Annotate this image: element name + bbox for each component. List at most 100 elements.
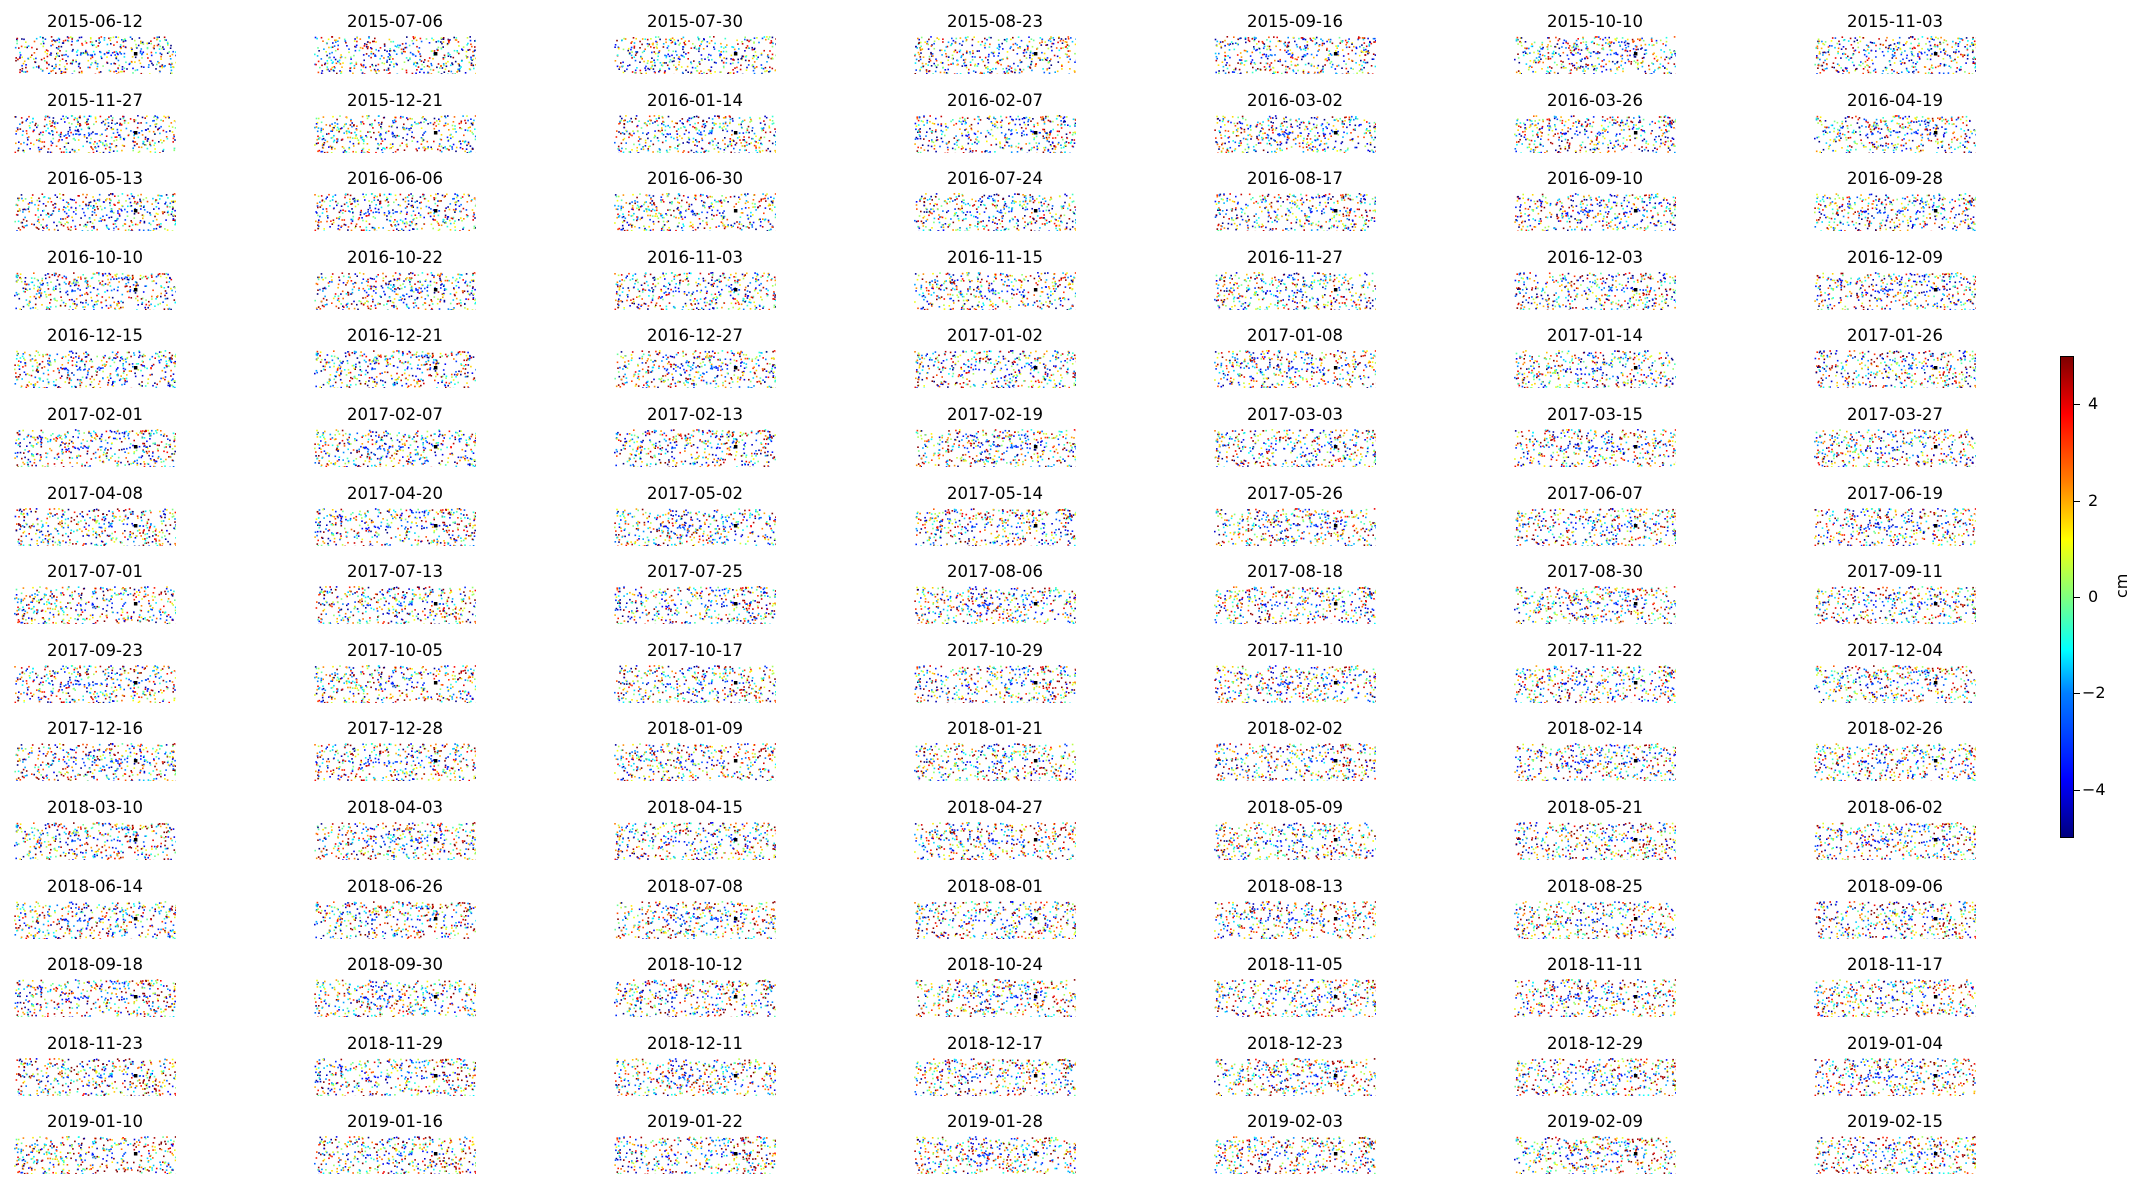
scatter-point: [63, 54, 65, 56]
scatter-point: [1326, 121, 1329, 124]
scatter-point: [440, 133, 443, 136]
scatter-point: [115, 144, 118, 147]
scatter-point: [161, 47, 163, 50]
scatter-point: [681, 121, 684, 124]
scatter-point: [1006, 71, 1008, 73]
scatter-point: [335, 62, 338, 65]
scatter-point: [935, 139, 937, 142]
scatter-point: [50, 144, 53, 146]
scatter-point: [680, 126, 682, 129]
scatter-point: [43, 140, 46, 143]
scatter-point: [923, 114, 925, 117]
scatter-point: [1869, 71, 1872, 74]
scatter-point: [322, 115, 325, 118]
scatter-point: [1824, 41, 1827, 43]
scatter-point: [1818, 52, 1821, 55]
scatter-point: [437, 40, 440, 42]
scatter-point: [1579, 59, 1581, 61]
scatter-point: [163, 65, 165, 68]
scatter-point: [99, 115, 102, 117]
scatter-point: [355, 150, 357, 153]
scatter-point: [1232, 42, 1234, 45]
scatter-point: [940, 137, 943, 139]
scatter-point: [1039, 59, 1041, 61]
scatter-point: [343, 131, 345, 134]
scatter-point: [734, 67, 736, 69]
scatter-point: [644, 139, 647, 141]
scatter-point: [729, 121, 731, 123]
scatter-point: [645, 65, 647, 68]
scatter-point: [1368, 73, 1370, 74]
scatter-point: [1621, 57, 1624, 60]
scatter-point: [1967, 40, 1969, 42]
scatter-point: [402, 48, 405, 51]
scatter-point: [1227, 120, 1229, 123]
scatter-point: [1277, 133, 1279, 135]
scatter-point: [659, 69, 661, 72]
scatter-point: [423, 117, 426, 120]
scatter-point: [361, 115, 364, 117]
scatter-point: [1597, 51, 1599, 53]
scatter-point: [1004, 39, 1007, 41]
scatter-point: [1214, 38, 1217, 41]
scatter-point: [1301, 37, 1304, 39]
scatter-point: [1351, 43, 1353, 45]
scatter-point: [106, 62, 109, 64]
scatter-point: [724, 116, 727, 119]
scatter-point: [929, 59, 932, 62]
scatter-point: [1372, 138, 1375, 141]
scatter-point: [321, 64, 323, 67]
scatter-point: [1821, 40, 1823, 43]
scatter-point: [147, 57, 149, 59]
scatter-point: [317, 150, 319, 152]
scatter-point: [1971, 51, 1974, 54]
scatter-point: [436, 119, 438, 122]
scatter-point: [1287, 53, 1290, 55]
scatter-point: [1645, 49, 1648, 51]
scatter-point: [1310, 142, 1312, 145]
scatter-point: [100, 55, 102, 58]
scatter-point: [698, 50, 700, 53]
scatter-point: [73, 70, 76, 72]
scatter-point: [42, 42, 45, 45]
scatter-point: [1537, 52, 1540, 55]
scatter-point: [768, 139, 771, 142]
scatter-point: [709, 36, 711, 38]
scatter-point: [1520, 73, 1522, 74]
scatter-point: [932, 141, 935, 143]
scatter-point: [19, 57, 21, 59]
scatter-point: [456, 71, 458, 73]
scatter-point: [1068, 73, 1070, 74]
scatter-point: [1065, 144, 1067, 146]
scatter-point: [651, 57, 653, 59]
scatter-point: [971, 56, 974, 58]
scatter-point: [19, 56, 21, 58]
scatter-point: [918, 133, 921, 136]
scatter-point: [1375, 122, 1376, 125]
scatter-point: [1663, 51, 1666, 53]
scatter-point: [965, 66, 968, 69]
scatter-point: [1269, 68, 1272, 71]
scatter-point: [413, 37, 415, 40]
scatter-point: [110, 126, 113, 129]
scatter-point: [1955, 61, 1958, 64]
scatter-point: [955, 134, 957, 137]
scatter-point: [325, 68, 328, 71]
scatter-point: [1029, 51, 1032, 54]
scatter-point: [327, 38, 330, 41]
scatter-point: [917, 51, 920, 54]
scatter-point: [1541, 48, 1544, 50]
scatter-point: [152, 64, 154, 66]
scatter-point: [1858, 64, 1860, 66]
scatter-point: [771, 41, 773, 44]
scatter-point: [1358, 54, 1361, 57]
scatter-point: [96, 132, 98, 135]
scatter-point: [1615, 39, 1617, 42]
scatter-point: [1888, 60, 1891, 63]
scatter-point: [659, 68, 661, 70]
scatter-point: [1361, 68, 1363, 71]
scatter-point: [170, 69, 173, 72]
scatter-point: [720, 51, 722, 53]
scatter-point: [470, 58, 472, 60]
